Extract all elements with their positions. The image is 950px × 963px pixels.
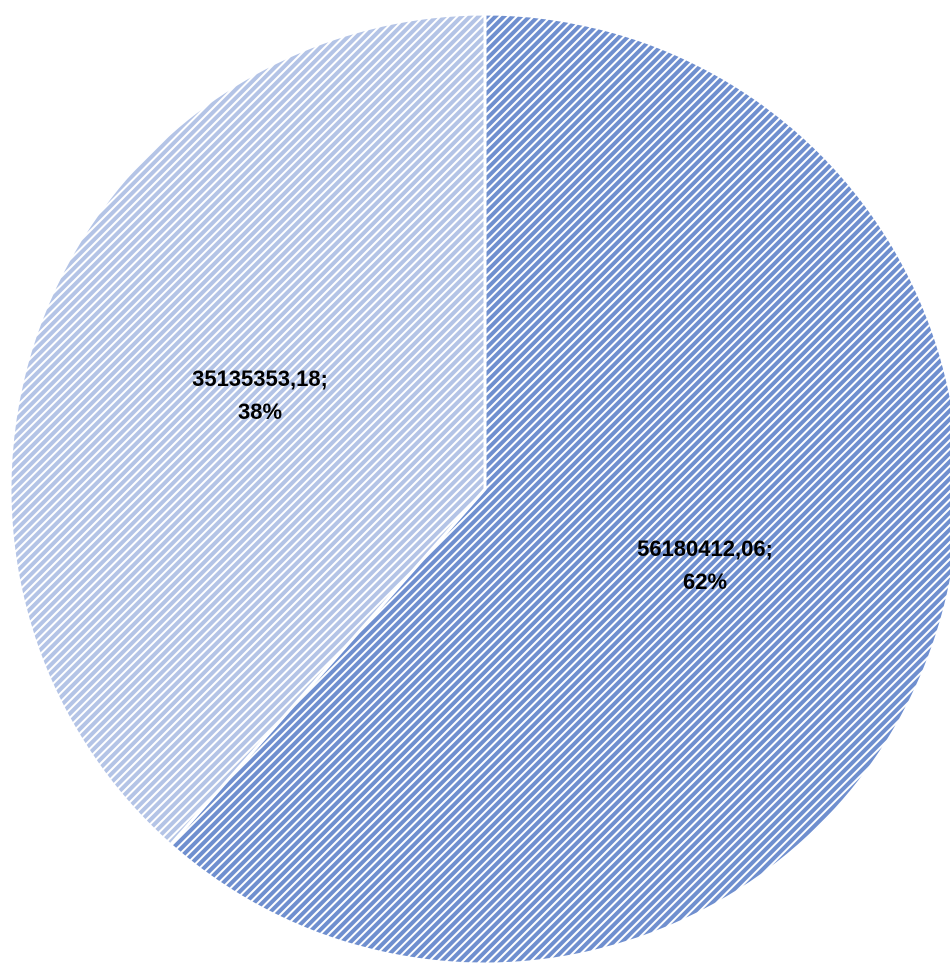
pie-data-label-1: 56180412,06; 62%	[637, 536, 773, 594]
pie-label-percent-2: 38%	[238, 399, 282, 424]
pie-label-percent-1: 62%	[683, 569, 727, 594]
pie-data-labels: 56180412,06; 62% 35135353,18; 38%	[192, 366, 773, 594]
pie-data-label-2: 35135353,18; 38%	[192, 366, 328, 424]
pie-slices	[8, 12, 950, 963]
pie-slice-2	[8, 12, 487, 847]
pie-label-value-1: 56180412,06;	[637, 536, 773, 561]
pie-slice-1	[168, 12, 950, 963]
pie-label-value-2: 35135353,18;	[192, 366, 328, 391]
